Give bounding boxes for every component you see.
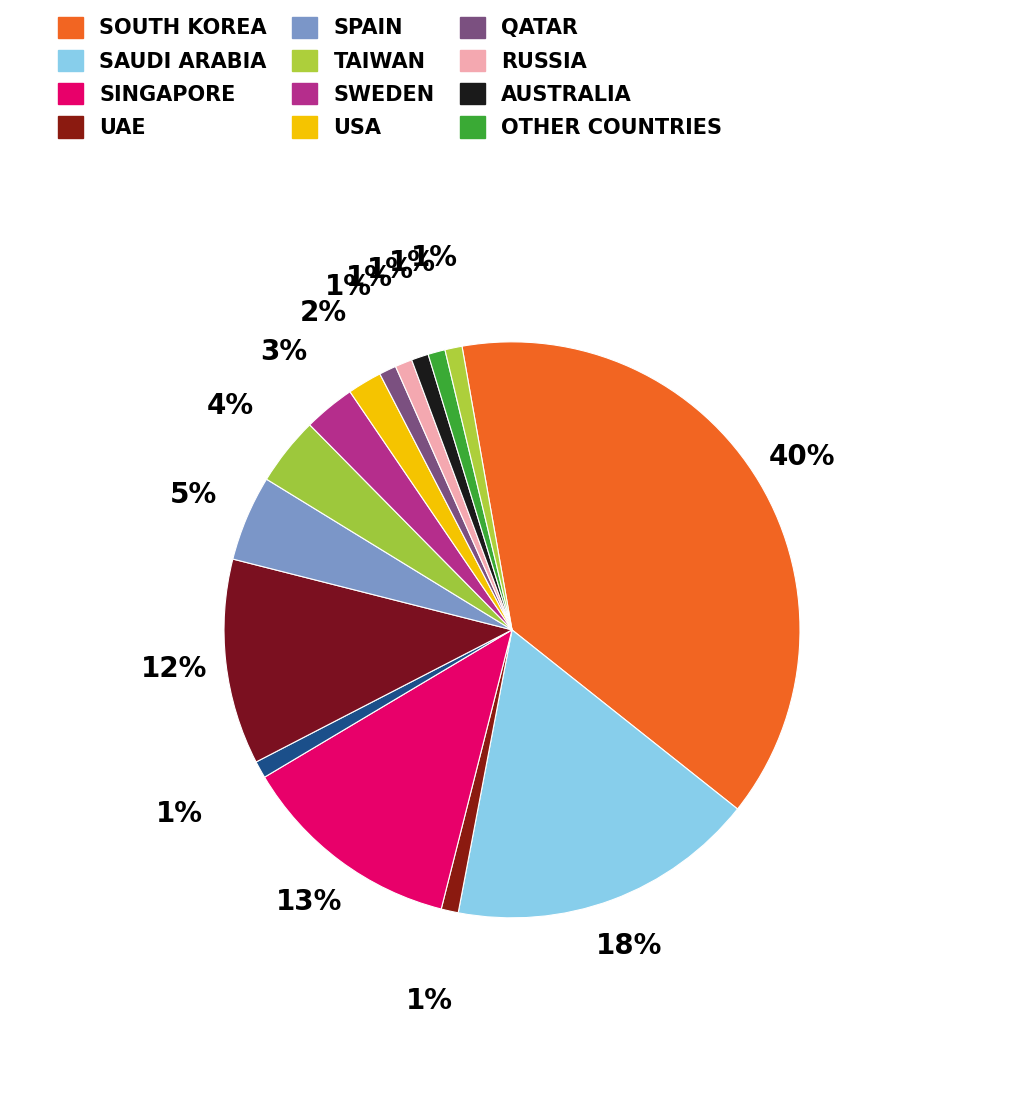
Text: 12%: 12% (141, 654, 208, 683)
Wedge shape (395, 360, 512, 630)
Wedge shape (462, 341, 800, 809)
Wedge shape (266, 424, 512, 630)
Wedge shape (224, 559, 512, 762)
Text: 1%: 1% (156, 800, 203, 829)
Wedge shape (458, 630, 737, 918)
Text: 1%: 1% (367, 255, 414, 284)
Text: 1%: 1% (412, 243, 458, 272)
Legend: SOUTH KOREA, SAUDI ARABIA, SINGAPORE, UAE, SPAIN, TAIWAN, SWEDEN, USA, QATAR, RU: SOUTH KOREA, SAUDI ARABIA, SINGAPORE, UA… (51, 10, 729, 144)
Text: 18%: 18% (596, 932, 663, 960)
Text: 3%: 3% (260, 338, 307, 366)
Wedge shape (380, 367, 512, 630)
Wedge shape (428, 350, 512, 630)
Text: 1%: 1% (345, 264, 392, 292)
Wedge shape (256, 630, 512, 777)
Text: 5%: 5% (170, 482, 217, 509)
Text: 1%: 1% (389, 249, 436, 277)
Wedge shape (232, 480, 512, 630)
Wedge shape (412, 355, 512, 630)
Wedge shape (350, 373, 512, 630)
Text: 1%: 1% (407, 987, 454, 1015)
Text: 13%: 13% (275, 888, 342, 916)
Text: 40%: 40% (768, 443, 835, 472)
Text: 2%: 2% (300, 299, 347, 327)
Wedge shape (445, 346, 512, 630)
Wedge shape (441, 630, 512, 913)
Text: 4%: 4% (207, 392, 254, 420)
Wedge shape (264, 630, 512, 909)
Wedge shape (309, 392, 512, 630)
Text: 1%: 1% (325, 273, 372, 301)
